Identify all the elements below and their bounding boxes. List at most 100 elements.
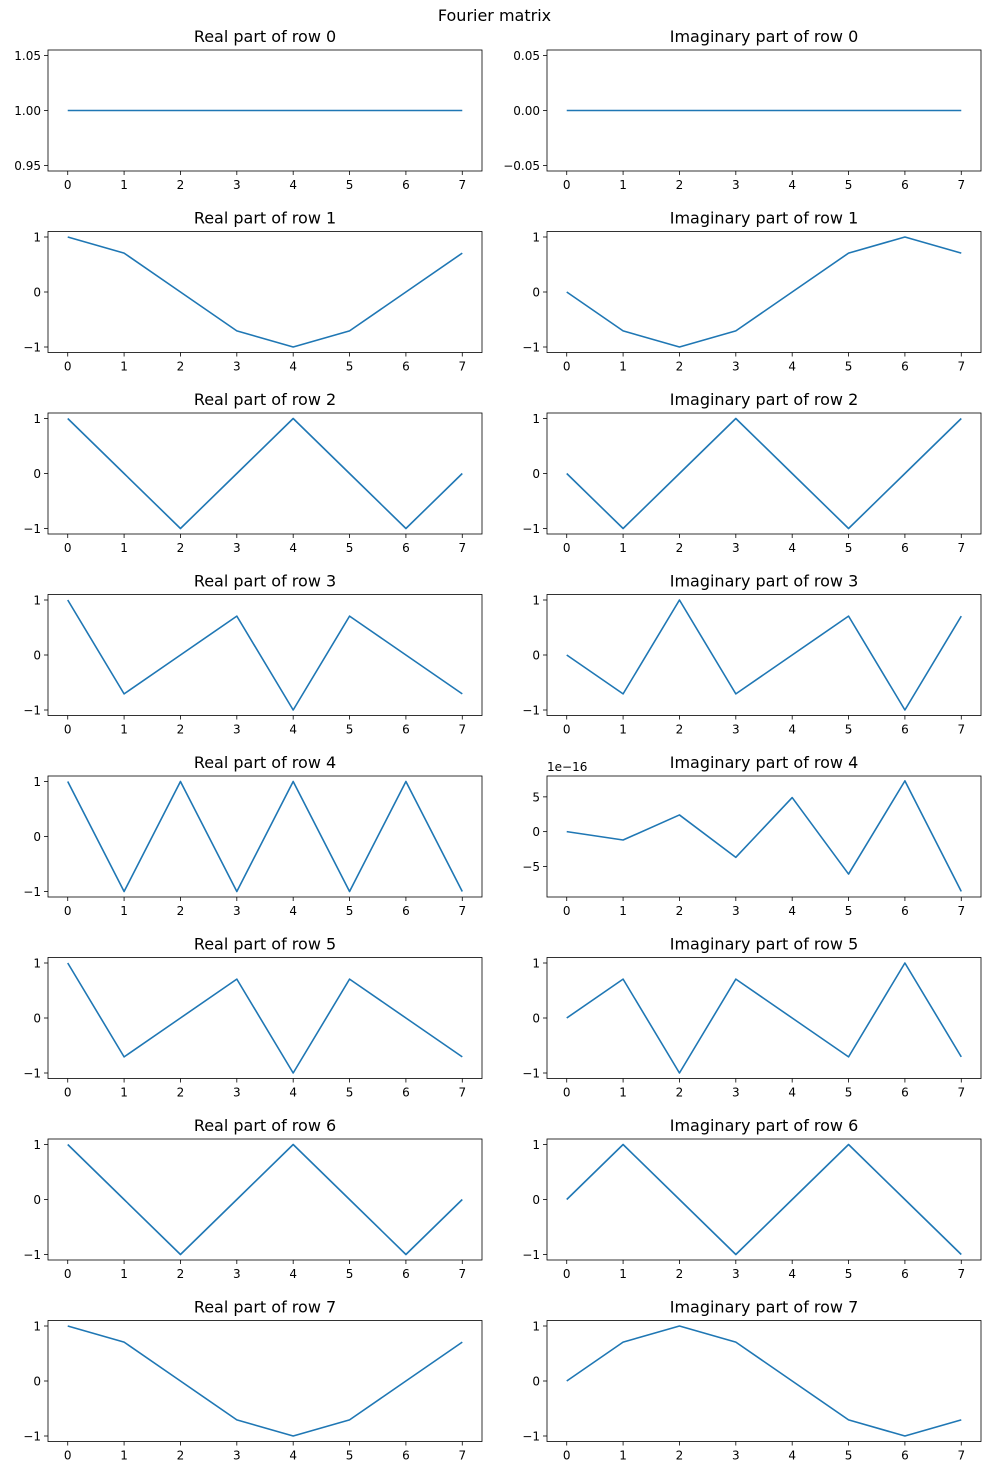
chart-7-xtick-label: 3 [732, 723, 740, 737]
chart-15-xtick-label: 1 [619, 1449, 627, 1463]
chart-5-ytick-label: −1 [522, 522, 540, 536]
chart-4-xtick-label: 4 [289, 541, 297, 555]
chart-10-series-line [67, 962, 463, 1074]
chart-10-xtick-label: 7 [458, 1086, 466, 1100]
chart-3: Imaginary part of row 1 0 1 2 3 4 5 6 7 −1 0 1 [522, 209, 982, 374]
chart-13-xtick-label: 7 [957, 1267, 965, 1281]
chart-8-series-line [67, 780, 463, 893]
chart-8-xtick-label: 2 [177, 904, 185, 918]
chart-4-series-line [67, 417, 463, 530]
chart-0: Real part of row 0 0 1 2 3 4 5 6 7 0.95 1.00 1.05 [14, 27, 483, 192]
chart-11-ytick-label: 1 [532, 957, 540, 971]
chart-6-title: Real part of row 3 [194, 572, 336, 591]
figure-title: Fourier matrix [437, 6, 552, 25]
chart-12-xtick-label: 7 [458, 1267, 466, 1281]
chart-5-xtick-label: 6 [901, 541, 909, 555]
chart-6: Real part of row 3 0 1 2 3 4 5 6 7 −1 0 1 [23, 572, 483, 737]
chart-12-series-line [67, 1143, 463, 1256]
chart-13-xtick-label: 5 [845, 1267, 853, 1281]
chart-14-xtick-label: 1 [120, 1449, 128, 1463]
chart-0-xtick-label: 0 [64, 178, 72, 192]
chart-4-frame [47, 412, 483, 535]
chart-0-xtick-label: 7 [458, 178, 466, 192]
chart-4-ytick-label: 1 [33, 412, 41, 426]
chart-3-series-line [566, 236, 962, 348]
chart-0-xtick-label: 3 [233, 178, 241, 192]
chart-7-xtick-label: 2 [676, 723, 684, 737]
chart-15-ytick-label: 1 [532, 1320, 540, 1334]
chart-12-ytick-label: 0 [33, 1193, 41, 1207]
chart-2-xtick-label: 6 [402, 360, 410, 374]
chart-0-xtick-label: 1 [120, 178, 128, 192]
chart-0-ytick-label: 1.05 [14, 49, 41, 63]
chart-5-xtick-label: 5 [845, 541, 853, 555]
chart-9-ytick-label: 5 [532, 790, 540, 804]
chart-5-xtick-label: 1 [619, 541, 627, 555]
chart-6-xtick-label: 5 [346, 723, 354, 737]
chart-3-ytick-label: 0 [532, 286, 540, 300]
chart-13-title: Imaginary part of row 6 [670, 1116, 859, 1135]
chart-1-title: Imaginary part of row 0 [670, 27, 859, 46]
chart-9: Imaginary part of row 4 0 1 2 3 4 5 6 7 −5 0 5 1e−16 [522, 753, 982, 918]
chart-2-xtick-label: 2 [177, 360, 185, 374]
chart-7-ytick-label: 1 [532, 594, 540, 608]
chart-4-xtick-label: 0 [64, 541, 72, 555]
chart-2-ytick-label: 0 [33, 286, 41, 300]
chart-12-xtick-label: 2 [177, 1267, 185, 1281]
chart-3-xtick-label: 0 [563, 360, 571, 374]
chart-10-xtick-label: 1 [120, 1086, 128, 1100]
chart-5-frame [546, 412, 982, 535]
chart-8-xtick-label: 5 [346, 904, 354, 918]
chart-4-xtick-label: 7 [458, 541, 466, 555]
chart-8-xtick-label: 0 [64, 904, 72, 918]
chart-7-xtick-label: 5 [845, 723, 853, 737]
chart-14-ytick-label: 0 [33, 1375, 41, 1389]
chart-2-series-line [67, 236, 463, 348]
chart-12-xtick-label: 6 [402, 1267, 410, 1281]
chart-6-frame [47, 594, 483, 716]
chart-10-xtick-label: 4 [289, 1086, 297, 1100]
chart-3-xtick-label: 4 [788, 360, 796, 374]
chart-15-xtick-label: 7 [957, 1449, 965, 1463]
chart-5-xtick-label: 3 [732, 541, 740, 555]
chart-13-xtick-label: 3 [732, 1267, 740, 1281]
chart-2-xtick-label: 7 [458, 360, 466, 374]
chart-5-xtick-label: 2 [676, 541, 684, 555]
chart-10: Real part of row 5 0 1 2 3 4 5 6 7 −1 0 1 [23, 935, 483, 1100]
chart-6-xtick-label: 6 [402, 723, 410, 737]
chart-3-frame [546, 231, 982, 353]
chart-5-series-line [566, 417, 962, 530]
chart-15-xtick-label: 6 [901, 1449, 909, 1463]
chart-12: Real part of row 6 0 1 2 3 4 5 6 7 −1 0 1 [23, 1116, 483, 1281]
chart-12-xtick-label: 5 [346, 1267, 354, 1281]
chart-7-frame [546, 594, 982, 716]
chart-0-title: Real part of row 0 [194, 27, 336, 46]
chart-14-title: Real part of row 7 [194, 1298, 336, 1317]
chart-9-frame [546, 775, 982, 898]
chart-11-ytick-label: −1 [522, 1067, 540, 1081]
chart-5-xtick-label: 0 [563, 541, 571, 555]
chart-5: Imaginary part of row 2 0 1 2 3 4 5 6 7 −1 0 1 [522, 390, 982, 555]
chart-5-ytick-label: 0 [532, 467, 540, 481]
chart-1-xtick-label: 6 [901, 178, 909, 192]
chart-3-ytick-label: −1 [522, 341, 540, 355]
chart-4-ytick-label: −1 [23, 522, 41, 536]
chart-7-xtick-label: 1 [619, 723, 627, 737]
chart-1-ytick-label: −0.05 [503, 159, 540, 173]
chart-9-xtick-label: 3 [732, 904, 740, 918]
chart-9-ytick-label: 0 [532, 825, 540, 839]
chart-15-xtick-label: 2 [676, 1449, 684, 1463]
chart-7-series-line [566, 599, 962, 711]
chart-3-xtick-label: 2 [676, 360, 684, 374]
chart-6-xtick-label: 3 [233, 723, 241, 737]
chart-10-frame [47, 957, 483, 1079]
chart-0-xtick-label: 5 [346, 178, 354, 192]
chart-5-xtick-label: 4 [788, 541, 796, 555]
chart-4-title: Real part of row 2 [194, 390, 336, 409]
chart-15-title: Imaginary part of row 7 [670, 1298, 859, 1317]
chart-4-xtick-label: 2 [177, 541, 185, 555]
chart-13-xtick-label: 1 [619, 1267, 627, 1281]
chart-6-ytick-label: 1 [33, 594, 41, 608]
chart-8-xtick-label: 3 [233, 904, 241, 918]
